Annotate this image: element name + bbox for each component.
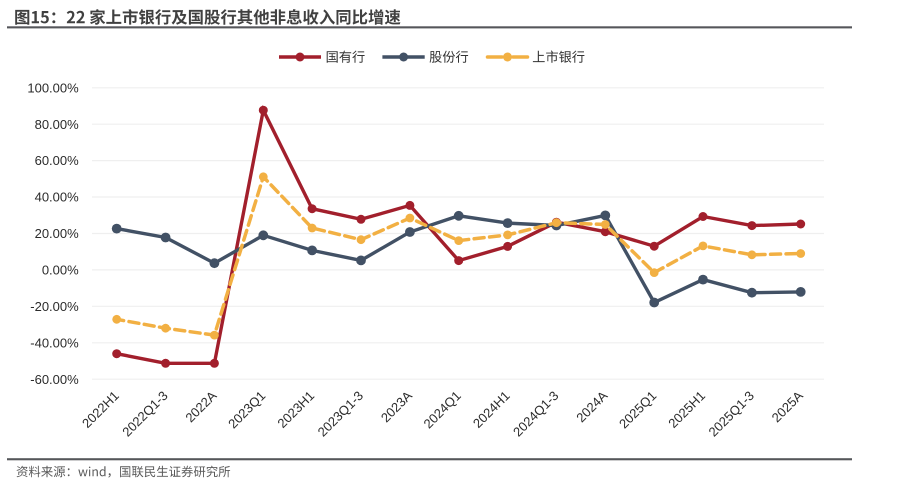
svg-text:80.00%: 80.00% [35, 117, 80, 132]
svg-text:0.00%: 0.00% [42, 263, 79, 278]
svg-text:-40.00%: -40.00% [30, 335, 79, 350]
svg-text:40.00%: 40.00% [35, 190, 80, 205]
svg-text:-20.00%: -20.00% [30, 299, 79, 314]
svg-text:20.00%: 20.00% [35, 226, 80, 241]
svg-text:100.00%: 100.00% [27, 80, 79, 95]
svg-text:-60.00%: -60.00% [30, 372, 79, 387]
svg-text:60.00%: 60.00% [35, 153, 80, 168]
